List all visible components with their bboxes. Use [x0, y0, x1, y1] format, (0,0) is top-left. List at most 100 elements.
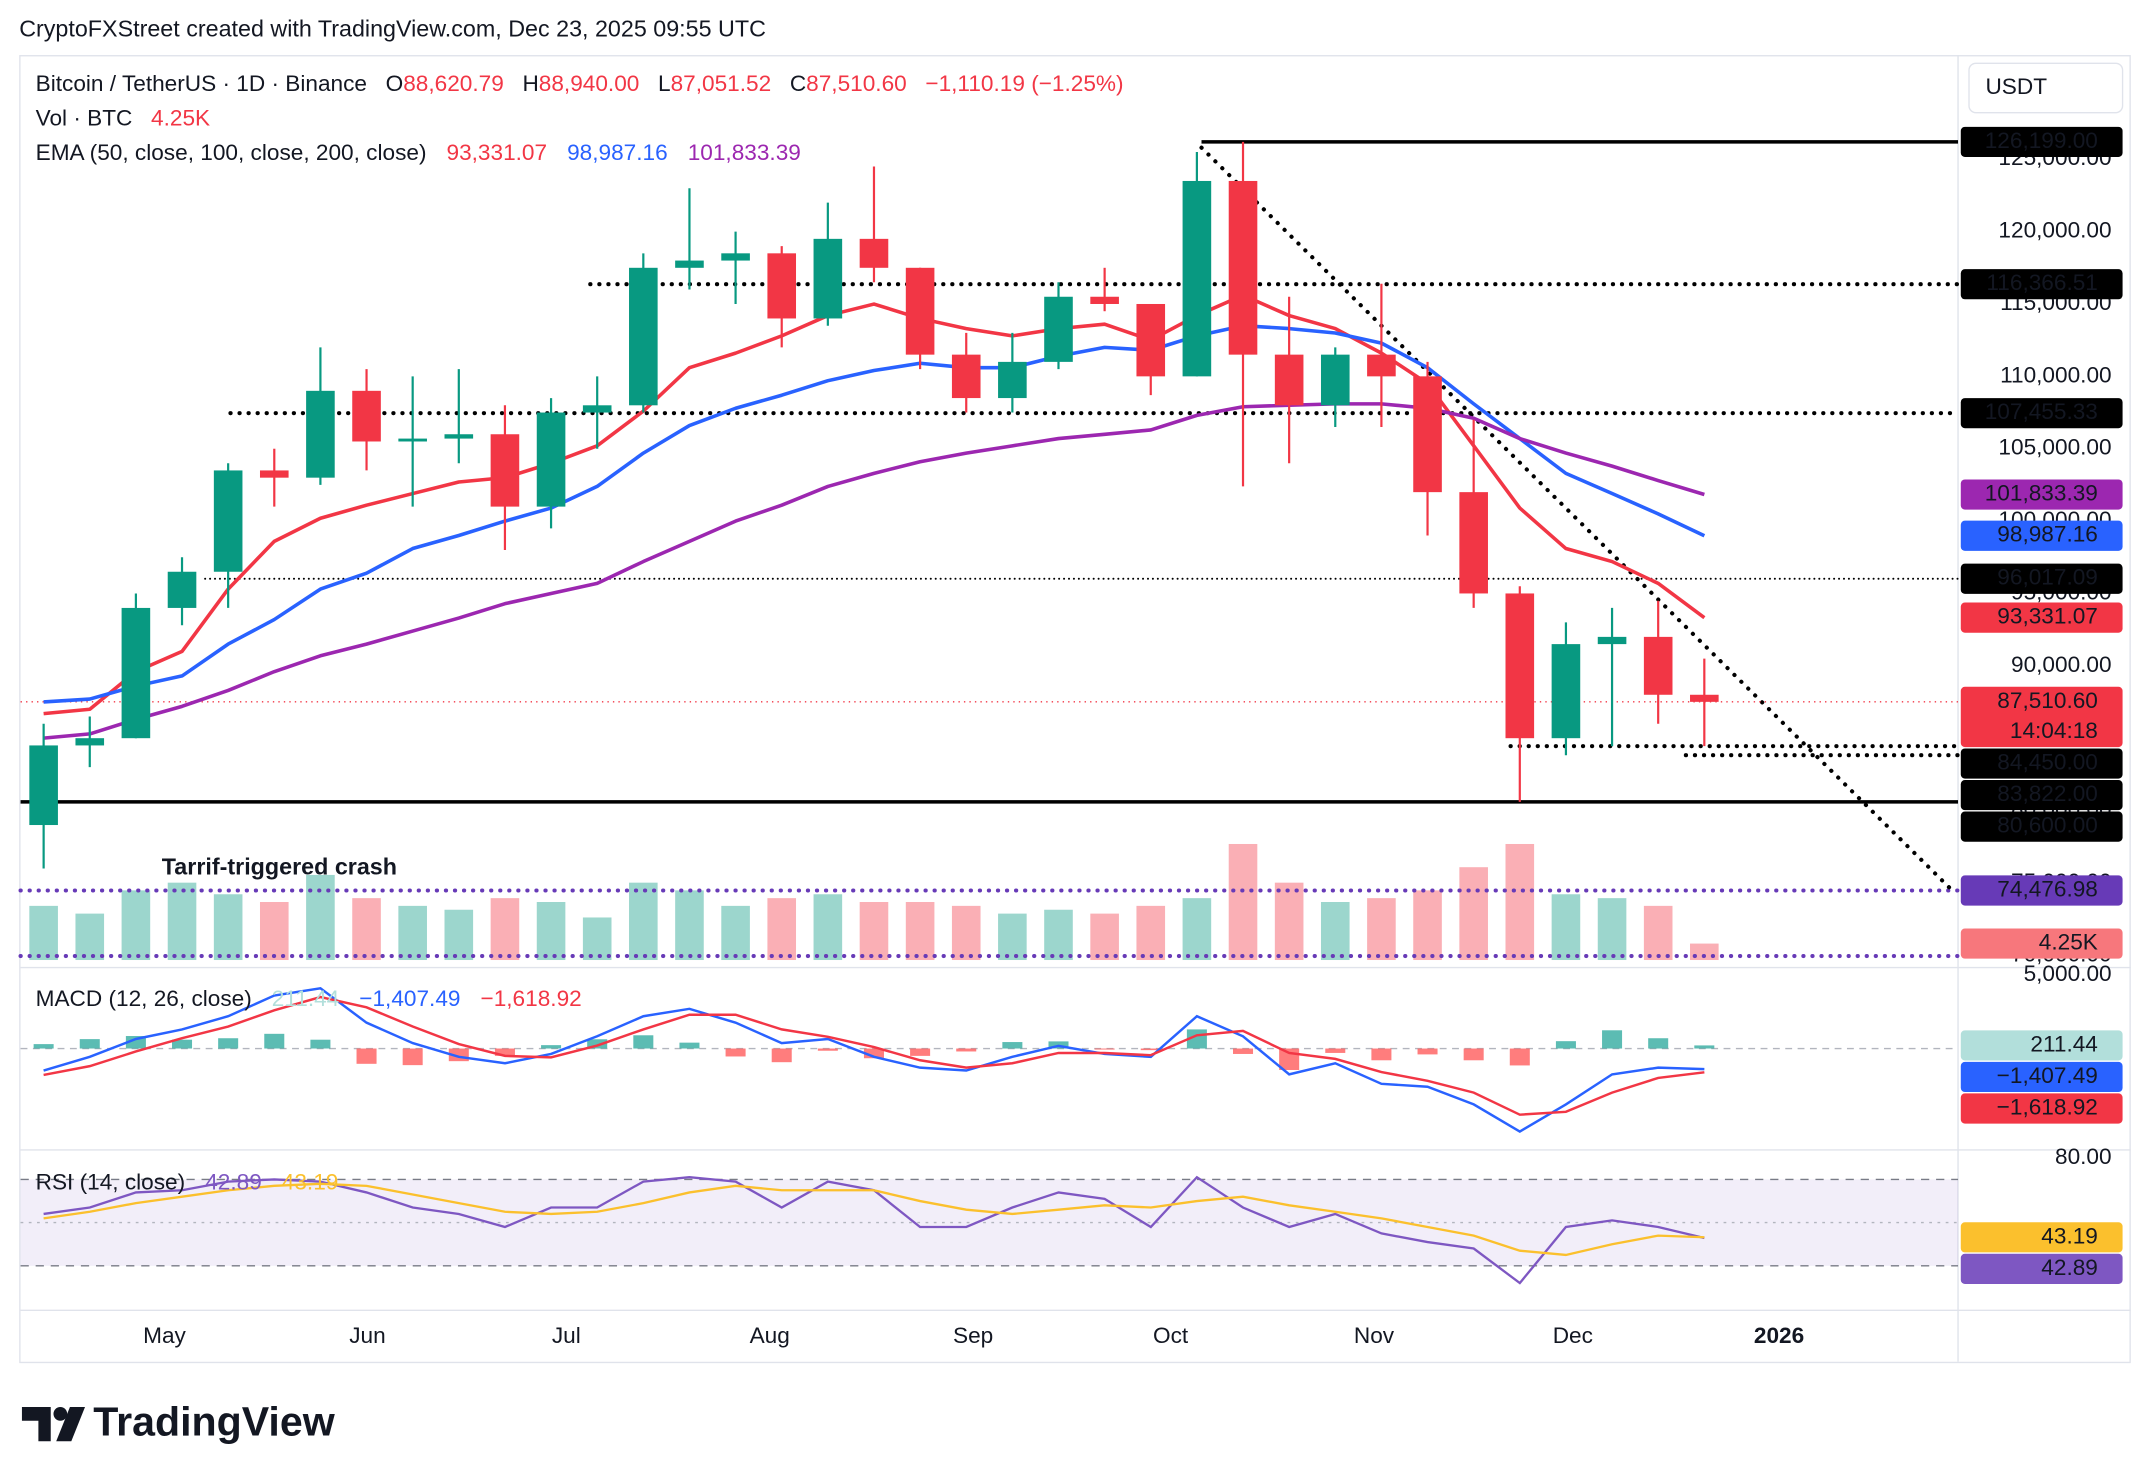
candle-body [1136, 303, 1166, 377]
histogram-bar [956, 1048, 977, 1052]
candle-body [1274, 354, 1304, 406]
volume-bar [536, 902, 566, 961]
volume-bar [1551, 894, 1581, 961]
currency: USDT [1985, 74, 2047, 99]
histogram-bar [1002, 1042, 1023, 1049]
volume-bar [398, 905, 427, 961]
x-tick-label: Jul [552, 1323, 581, 1348]
price-badge [1960, 602, 2123, 633]
badges-layer: 126,199.00 116,366.51 107,455.33 101,833.39… [1960, 126, 2123, 1284]
legend-ema-value: 101,833.39 [688, 140, 801, 165]
histogram-bar [1417, 1048, 1438, 1055]
histogram-bar [725, 1048, 746, 1057]
price-badge [1960, 748, 2123, 779]
histogram-bar [1555, 1041, 1576, 1049]
price-badge-label: 14:04:18 [2010, 718, 2098, 743]
price-badge [1960, 780, 2123, 811]
x-tick-label: Aug [750, 1323, 790, 1348]
legend-value: 87,051.52 [671, 71, 772, 96]
volume-bar [582, 917, 612, 961]
histogram-bar [356, 1048, 377, 1064]
price-badge-label: 80,600.00 [1997, 813, 2098, 838]
histogram-bar [1463, 1048, 1484, 1061]
histogram-bar [1371, 1048, 1392, 1061]
candle-body [998, 361, 1027, 399]
levels-layer [18, 140, 1961, 959]
histogram-bar [1648, 1038, 1669, 1049]
candle-body [951, 354, 981, 399]
x-tick-label: Sep [953, 1323, 993, 1348]
histogram-bar [79, 1039, 100, 1049]
volume-bar [629, 882, 658, 961]
candles-layer [29, 141, 1719, 869]
legend-macd-value: −1,618.92 [481, 986, 582, 1011]
legend-main: Bitcoin / TetherUS · 1D · Binance O88,62… [36, 71, 1124, 96]
legend-key: C [790, 71, 806, 96]
price-badge-label: 74,476.98 [1997, 876, 2098, 901]
legend-rsi-value: 43.19 [282, 1169, 339, 1194]
candle-body [721, 253, 750, 261]
footer-logo: TradingView [21, 1399, 336, 1445]
x-tick-label: Jun [349, 1323, 385, 1348]
y-tick-label: 110,000.00 [2000, 362, 2111, 387]
candle-body [398, 438, 427, 442]
volume-bar [1459, 867, 1488, 961]
volume-bar [1228, 843, 1258, 961]
candle-body [536, 412, 566, 507]
candle-body [121, 607, 151, 739]
candle-body [767, 253, 797, 319]
candle-body [813, 238, 843, 319]
price-badge-label: 43.19 [2041, 1223, 2098, 1248]
logo-shape [53, 1407, 68, 1421]
histogram-bar [771, 1048, 792, 1063]
y-tick-label: 5,000.00 [2024, 961, 2112, 986]
legend-value: 88,620.79 [403, 71, 504, 96]
histogram-bar [310, 1039, 331, 1049]
volume-bar [1367, 898, 1396, 961]
candle-body [1643, 636, 1673, 695]
macd-pane [20, 986, 1959, 1133]
price-badge-label: 126,199.00 [1985, 128, 2098, 153]
histogram-bar [1694, 1045, 1715, 1049]
volume-bar [767, 898, 797, 961]
histogram-bar [1602, 1030, 1623, 1049]
macd-line [43, 986, 1705, 1133]
candle-body [1090, 296, 1119, 304]
footer-brand: TradingView [93, 1399, 336, 1445]
price-badge-label: 83,822.00 [1997, 781, 2098, 806]
candle-body [444, 434, 474, 439]
histogram-bar [172, 1039, 193, 1049]
volume-bar [121, 890, 151, 961]
volume-bar [1320, 902, 1350, 961]
price-badge-label: 98,987.16 [1997, 522, 2098, 547]
legend-volume: Vol · BTC 4.25K [36, 105, 210, 130]
candle-body [1367, 354, 1396, 377]
x-tick-label: 2026 [1754, 1323, 1804, 1348]
x-tick-label: Oct [1153, 1323, 1189, 1348]
candle-body [1690, 694, 1719, 702]
legend-volume-value: 4.25K [151, 105, 210, 130]
currency-box[interactable] [1968, 62, 2124, 114]
volume-bar [951, 905, 981, 961]
candle-body [1551, 644, 1581, 739]
histogram-bar [1233, 1048, 1254, 1054]
price-badge [1960, 875, 2123, 906]
candle-body [1459, 492, 1488, 594]
histogram-bar [817, 1048, 838, 1051]
volume-bar [1090, 913, 1119, 961]
trendline [1199, 145, 1956, 894]
volume-bar [75, 913, 105, 961]
price-badge-label: 211.44 [2030, 1031, 2097, 1056]
y-tick-label: 105,000.00 [1998, 435, 2111, 460]
price-badge [1960, 928, 2123, 959]
price-badge-label: 4.25K [2039, 930, 2098, 955]
volume-bar [490, 898, 520, 961]
volume-bar [1597, 898, 1627, 961]
frame [19, 55, 2131, 1364]
macd-line [43, 995, 1705, 1116]
legend-value: 88,940.00 [539, 71, 640, 96]
price-badge [1960, 479, 2123, 510]
price-badge-label: 96,017.09 [1997, 565, 2098, 590]
